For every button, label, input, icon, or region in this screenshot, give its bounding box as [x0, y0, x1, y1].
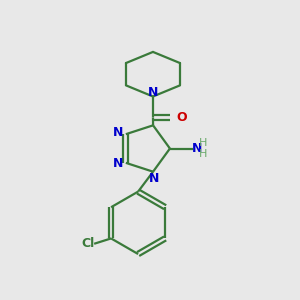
Text: Cl: Cl	[82, 237, 95, 250]
Text: N: N	[191, 142, 202, 155]
Text: O: O	[176, 111, 187, 124]
Text: H: H	[199, 149, 207, 159]
Text: N: N	[148, 86, 158, 99]
Text: H: H	[199, 138, 207, 148]
Text: N: N	[112, 157, 123, 170]
Text: N: N	[148, 172, 159, 185]
Text: N: N	[113, 126, 124, 139]
